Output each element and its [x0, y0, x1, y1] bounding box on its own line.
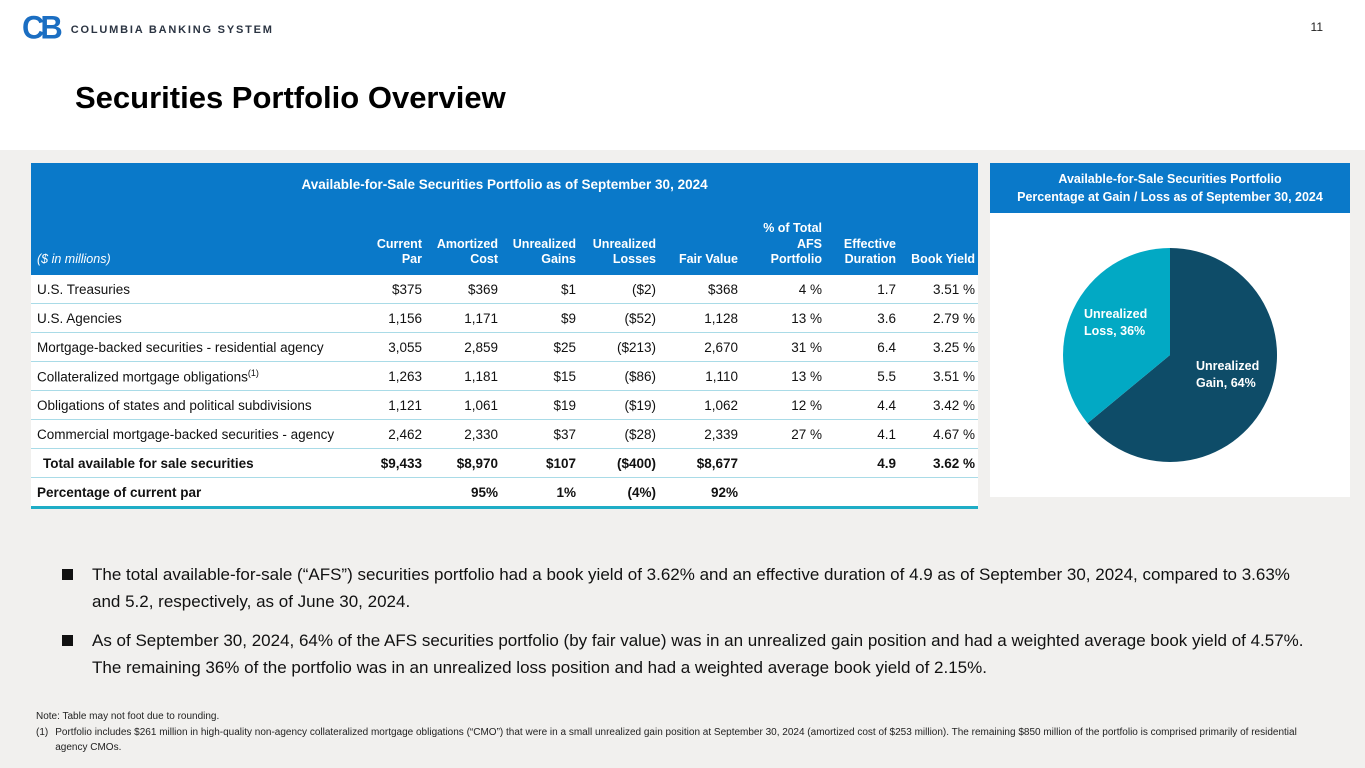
afs-table-panel: Available-for-Sale Securities Portfolio …: [31, 163, 979, 509]
bullet-text: The total available-for-sale (“AFS”) sec…: [92, 565, 1290, 611]
footnote-1: (1) Portfolio includes $261 million in h…: [36, 725, 1328, 755]
pie-chart-header: Available-for-Sale Securities Portfolio …: [990, 163, 1350, 213]
cb-logo-icon: CB: [22, 9, 63, 46]
bullet-text: As of September 30, 2024, 64% of the AFS…: [92, 631, 1304, 677]
col-header-fair-value: Fair Value: [659, 200, 741, 275]
slide-title: Securities Portfolio Overview: [75, 80, 506, 115]
pie-chart-subtitle: Percentage at Gain / Loss as of Septembe…: [1017, 189, 1323, 204]
row-label: Mortgage-backed securities - residential…: [31, 332, 353, 362]
row-label: Total available for sale securities: [31, 448, 353, 478]
table-row: Commercial mortgage-backed securities - …: [31, 419, 979, 449]
footnotes: Note: Table may not foot due to rounding…: [36, 709, 1328, 755]
row-label: Obligations of states and political subd…: [31, 390, 353, 420]
col-header-amortized-cost: Amortized Cost: [425, 200, 501, 275]
pie-slice-unrealized-loss: [1063, 248, 1170, 424]
col-header-unrealized-losses: Unrealized Losses: [579, 200, 659, 275]
table-row: Collateralized mortgage obligations(1) 1…: [31, 361, 979, 391]
table-title: Available-for-Sale Securities Portfolio …: [31, 163, 979, 200]
footnote-1-text: Portfolio includes $261 million in high-…: [55, 727, 1297, 753]
bullet-item: The total available-for-sale (“AFS”) sec…: [62, 562, 1314, 615]
table-row-percentage: Percentage of current par 95% 1% (4%) 92…: [31, 477, 979, 509]
footnote-1-mark: (1): [36, 727, 49, 738]
table-row: U.S. Treasuries $375 $369 $1 ($2) $368 4…: [31, 275, 979, 304]
table-row: U.S. Agencies 1,156 1,171 $9 ($52) 1,128…: [31, 303, 979, 333]
row-label: Collateralized mortgage obligations(1): [31, 361, 353, 391]
row-label: Commercial mortgage-backed securities - …: [31, 419, 353, 449]
brand-name: COLUMBIA BANKING SYSTEM: [70, 23, 274, 36]
pie-label-unrealized-gain: Unrealized Gain, 64%: [1196, 359, 1260, 390]
col-header-effective-duration: Effective Duration: [825, 200, 899, 275]
square-bullet-icon: [62, 635, 73, 647]
pie-chart-panel: Available-for-Sale Securities Portfolio …: [990, 163, 1350, 497]
footnote-ref: (1): [247, 367, 259, 378]
pie-slice-unrealized-gain: [1087, 248, 1278, 462]
brand-logo: CB COLUMBIA BANKING SYSTEM: [22, 9, 274, 46]
table-row: Obligations of states and political subd…: [31, 390, 979, 420]
col-header-pct-total: % of Total AFS Portfolio: [741, 200, 825, 275]
bullet-list: The total available-for-sale (“AFS”) sec…: [62, 562, 1314, 694]
row-label: U.S. Agencies: [31, 303, 353, 333]
col-header-current-par: Current Par: [353, 200, 425, 275]
square-bullet-icon: [62, 569, 73, 580]
pie-chart-title: Available-for-Sale Securities Portfolio: [1058, 171, 1282, 186]
row-label: Percentage of current par: [31, 477, 353, 509]
table-row: Mortgage-backed securities - residential…: [31, 332, 979, 362]
pie-chart-body: Unrealized Loss, 36% Unrealized Gain, 64…: [990, 213, 1350, 497]
col-header-book-yield: Book Yield: [899, 200, 979, 275]
afs-table: Available-for-Sale Securities Portfolio …: [31, 163, 979, 509]
col-header-unrealized-gains: Unrealized Gains: [501, 200, 579, 275]
pie-chart: [1063, 248, 1278, 462]
page-number: 11: [1310, 20, 1323, 34]
row-label: U.S. Treasuries: [31, 275, 353, 304]
bullet-item: As of September 30, 2024, 64% of the AFS…: [62, 628, 1314, 681]
unit-label: ($ in millions): [31, 200, 353, 275]
rounding-note: Note: Table may not foot due to rounding…: [36, 711, 220, 722]
table-row-total: Total available for sale securities $9,4…: [31, 448, 979, 478]
pie-label-unrealized-loss: Unrealized Loss, 36%: [1084, 307, 1148, 338]
